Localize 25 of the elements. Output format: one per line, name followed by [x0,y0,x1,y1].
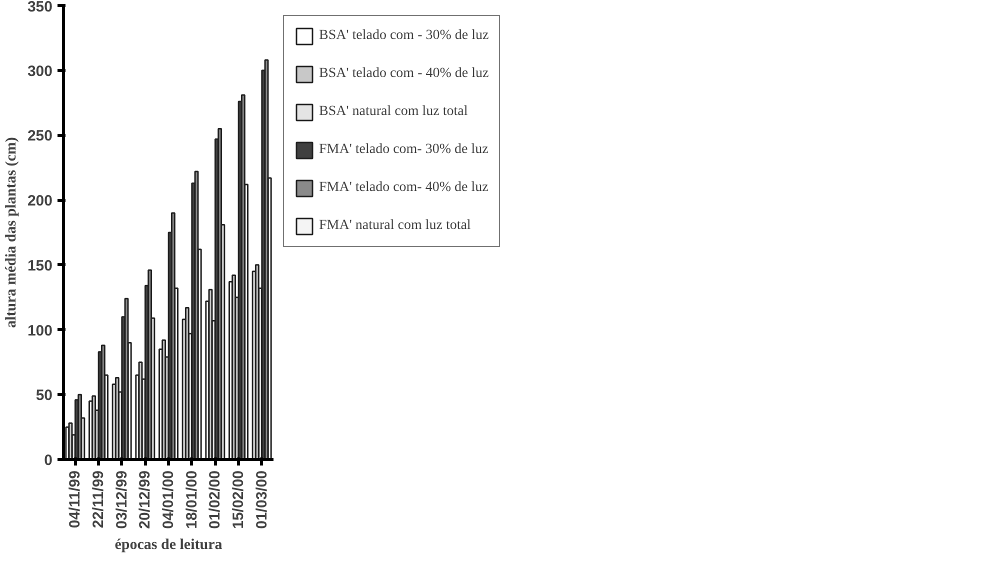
x-tick-label: 15/02/00 [230,470,247,529]
legend-label: FMA' telado com- 30% de luz [319,142,488,158]
y-tick-label: 50 [36,387,53,404]
x-tick-label: 20/12/99 [136,470,154,529]
y-tick-label: 300 [27,62,53,80]
legend-label: BSA' natural com luz total [319,104,468,120]
x-tick-label: 03/12/99 [113,470,130,529]
legend-label: BSA' telado com - 40% de luz [319,66,489,82]
y-tick-label: 200 [27,192,53,210]
x-tick-label: 18/01/00 [183,470,200,529]
x-tick-label: 01/02/00 [206,470,224,529]
x-tick-label: 22/11/99 [90,470,107,528]
y-axis-title: altura média das plantas (cm) [3,137,20,328]
x-tick-label: 04/11/99 [66,470,84,528]
y-tick-label: 350 [27,0,53,16]
legend-label: FMA' telado com- 40% de luz [319,180,488,196]
legend-label: FMA' natural com luz total [319,218,471,234]
x-tick-label: 01/03/00 [253,470,270,529]
legend-label: BSA' telado com - 30% de luz [319,28,489,44]
y-tick-label: 100 [27,322,53,340]
y-tick-label: 250 [27,128,53,145]
y-tick-label: 0 [44,452,52,469]
x-axis-title: épocas de leitura [114,536,223,553]
y-tick-label: 150 [27,257,53,274]
x-tick-label: 04/01/00 [160,470,177,529]
